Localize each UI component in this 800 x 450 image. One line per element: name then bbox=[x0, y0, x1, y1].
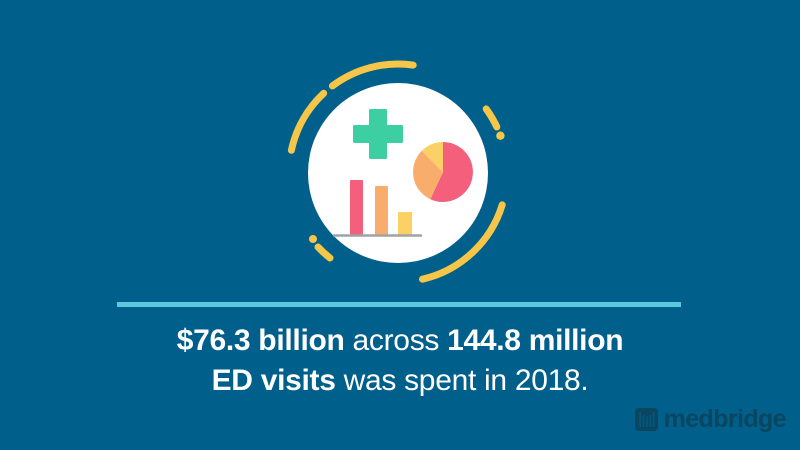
stat-dollars: $76.3 billion bbox=[176, 324, 345, 357]
divider-line bbox=[117, 302, 681, 307]
medbridge-bridge-icon bbox=[634, 408, 658, 431]
pie-slice-orange bbox=[413, 150, 443, 200]
decorative-dot-left bbox=[309, 235, 317, 243]
healthcare-stats-illustration bbox=[287, 60, 506, 283]
pie-slice-yellow bbox=[421, 142, 443, 172]
medbridge-wordmark: medbridge bbox=[663, 405, 787, 433]
decorative-arc-bottom-right bbox=[419, 201, 506, 283]
bar-orange bbox=[375, 186, 388, 235]
stat-visits-label: ED visits bbox=[211, 364, 336, 397]
decorative-dot-right bbox=[496, 131, 505, 140]
decorative-arc-top bbox=[328, 60, 417, 90]
headline-text: across bbox=[352, 324, 440, 357]
stat-visits-count: 144.8 million bbox=[447, 324, 624, 357]
medical-cross-icon bbox=[353, 109, 403, 159]
headline-line-2: ED visits was spent in 2018. bbox=[0, 361, 800, 401]
decorative-dash-right bbox=[482, 105, 501, 131]
bar-chart-icon bbox=[332, 180, 423, 237]
headline-line-1: $76.3 billion across 144.8 million bbox=[0, 321, 800, 361]
pie-slice-pink bbox=[430, 142, 473, 202]
bar-pink bbox=[350, 180, 363, 235]
medbridge-logo: medbridge bbox=[634, 405, 787, 434]
bar-yellow bbox=[398, 212, 412, 235]
headline: $76.3 billion across 144.8 million ED vi… bbox=[0, 321, 800, 401]
decorative-dash-bottom-left bbox=[314, 243, 334, 262]
decorative-arc-left bbox=[287, 89, 328, 154]
headline-text: was spent in 2018. bbox=[343, 364, 589, 397]
pie-chart-icon bbox=[413, 142, 473, 202]
